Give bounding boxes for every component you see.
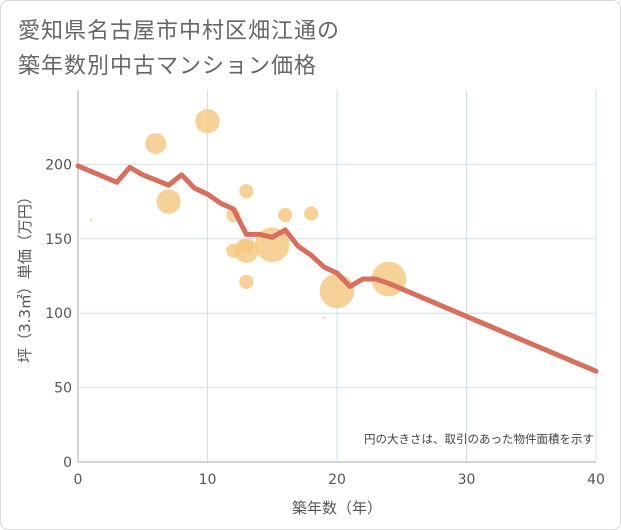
y-tick-label: 50	[54, 381, 72, 397]
bubble-point	[239, 274, 254, 290]
bubble-series	[89, 109, 407, 319]
y-tick-label: 100	[45, 306, 72, 322]
x-tick-label: 0	[74, 472, 83, 488]
y-tick-label: 200	[45, 157, 72, 173]
bubble-point	[234, 238, 259, 263]
chart-title-line2: 築年数別中古マンション価格	[18, 54, 318, 79]
x-axis-label: 築年数（年）	[292, 499, 382, 517]
bubble-point	[195, 109, 220, 134]
bubble-point	[304, 206, 319, 221]
bubble-point	[322, 316, 326, 319]
x-tick-label: 20	[328, 472, 346, 488]
trend-line-series	[75, 163, 599, 374]
bubble-point	[278, 207, 293, 223]
chart-title-line1: 愛知県名古屋市中村区畑江通の	[18, 19, 341, 44]
bubble-point	[156, 189, 181, 214]
x-axis-ticks: 0 10 20 30 40	[74, 472, 605, 488]
x-tick-label: 30	[458, 472, 476, 488]
average-price-line	[75, 163, 599, 374]
bubble-point	[89, 218, 93, 221]
bubble-point	[239, 184, 254, 199]
y-axis-ticks: 0 50 100 150 200	[45, 157, 72, 471]
bubble-point	[319, 273, 355, 309]
bubble-point	[145, 133, 167, 155]
size-note: 円の大きさは、取引のあった物件面積を示す	[364, 432, 594, 446]
x-tick-label: 10	[199, 472, 217, 488]
y-tick-label: 150	[45, 232, 72, 248]
x-tick-label: 40	[587, 472, 605, 488]
y-tick-label: 0	[63, 455, 72, 471]
chart-title: 愛知県名古屋市中村区畑江通の 築年数別中古マンション価格	[18, 14, 340, 84]
y-axis-label: 坪（3.3㎡）単価（万円）	[16, 189, 34, 363]
